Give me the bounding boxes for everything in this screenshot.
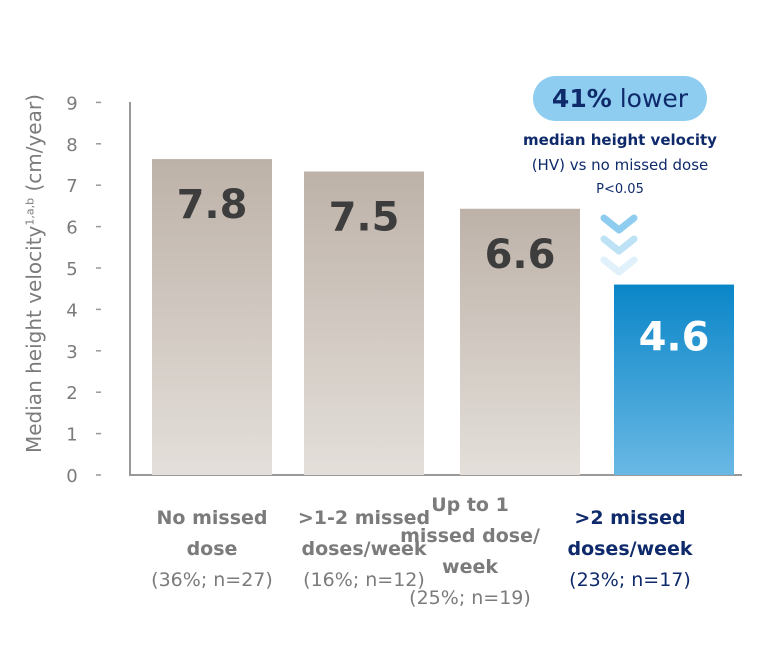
x-category-label: No missed dose (36%; n=27) [127, 503, 297, 596]
category-sample: (16%; n=12) [303, 569, 425, 591]
x-category-label: >2 missed doses/week (23%; n=17) [545, 503, 715, 596]
bar [304, 171, 424, 475]
reduction-badge: 41% lower [533, 76, 707, 121]
bar [460, 208, 580, 475]
category-title-line: >1-2 missed [297, 507, 431, 529]
category-sample: (23%; n=17) [569, 569, 691, 591]
category-title-line: doses/week [567, 538, 693, 560]
annotation-line2: (HV) vs no missed dose [531, 156, 709, 174]
category-title-line: No missed [156, 507, 268, 529]
value-label: 4.6 [639, 315, 710, 361]
category-title-line: dose [186, 538, 238, 560]
value-label: 6.6 [485, 232, 556, 278]
category-title-line: week [442, 556, 498, 578]
down-chevrons-icon [600, 214, 638, 276]
y-tick-label: 9 [66, 93, 77, 114]
y-axis-label: Median height velocity1,a,b (cm/year) [22, 94, 46, 453]
bar [152, 159, 272, 475]
category-title-line: Up to 1 [431, 494, 509, 516]
p-value: P<0.05 [596, 182, 644, 197]
value-label: 7.8 [177, 182, 248, 228]
category-title-line: missed dose/ [400, 525, 540, 547]
category-sample: (25%; n=19) [409, 587, 531, 609]
value-label: 7.5 [329, 195, 400, 241]
y-tick-label: 0 [66, 466, 77, 487]
category-title-line: doses/week [301, 538, 427, 560]
y-tick-label: 2 [66, 383, 77, 404]
y-tick-label: 3 [66, 342, 77, 363]
annotation-line1: median height velocity [523, 131, 717, 149]
x-category-label: >1-2 missed doses/week (16%; n=12) [279, 503, 449, 596]
bar [614, 284, 734, 475]
y-tick-label: 6 [66, 218, 77, 239]
category-sample: (36%; n=27) [151, 569, 273, 591]
y-tick-label: 5 [66, 259, 77, 280]
y-tick-label: 8 [66, 135, 77, 156]
category-title-line: >2 missed [574, 507, 686, 529]
y-tick-label: 7 [66, 176, 77, 197]
x-category-label: Up to 1 missed dose/week (25%; n=19) [385, 490, 555, 614]
y-tick-label: 4 [66, 300, 77, 321]
y-tick-label: 1 [66, 425, 77, 446]
